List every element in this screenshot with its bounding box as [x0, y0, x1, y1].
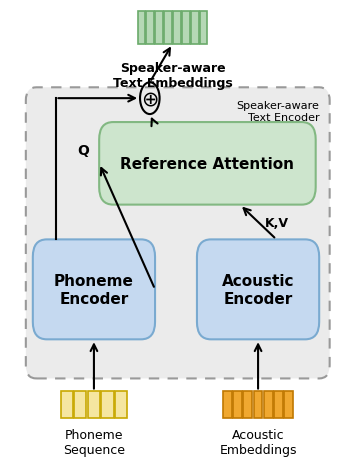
Text: Speaker-aware
Text Encoder: Speaker-aware Text Encoder — [236, 101, 319, 123]
Text: Reference Attention: Reference Attention — [120, 157, 294, 172]
FancyBboxPatch shape — [264, 392, 273, 418]
Text: Speaker-aware
Text Embeddings: Speaker-aware Text Embeddings — [113, 62, 232, 90]
FancyBboxPatch shape — [244, 392, 252, 418]
FancyBboxPatch shape — [33, 240, 155, 340]
FancyBboxPatch shape — [138, 12, 145, 45]
FancyBboxPatch shape — [284, 392, 293, 418]
FancyBboxPatch shape — [99, 123, 316, 205]
FancyBboxPatch shape — [101, 392, 114, 418]
FancyBboxPatch shape — [254, 392, 263, 418]
Text: Acoustic
Encoder: Acoustic Encoder — [222, 274, 294, 306]
Text: Acoustic
Embeddings: Acoustic Embeddings — [219, 428, 297, 456]
FancyBboxPatch shape — [191, 12, 199, 45]
Text: K,V: K,V — [265, 216, 289, 229]
FancyBboxPatch shape — [88, 392, 100, 418]
FancyBboxPatch shape — [233, 392, 242, 418]
FancyBboxPatch shape — [182, 12, 190, 45]
FancyBboxPatch shape — [61, 392, 73, 418]
FancyBboxPatch shape — [223, 392, 232, 418]
FancyBboxPatch shape — [200, 12, 207, 45]
FancyBboxPatch shape — [197, 240, 319, 340]
FancyBboxPatch shape — [146, 12, 154, 45]
FancyBboxPatch shape — [173, 12, 181, 45]
Text: Phoneme
Encoder: Phoneme Encoder — [54, 274, 134, 306]
FancyBboxPatch shape — [155, 12, 163, 45]
FancyBboxPatch shape — [164, 12, 172, 45]
Text: Q: Q — [77, 144, 89, 158]
FancyBboxPatch shape — [74, 392, 87, 418]
Text: ⊕: ⊕ — [141, 89, 158, 109]
FancyBboxPatch shape — [115, 392, 127, 418]
FancyBboxPatch shape — [274, 392, 283, 418]
FancyBboxPatch shape — [26, 88, 330, 379]
Text: Phoneme
Sequence: Phoneme Sequence — [63, 428, 125, 456]
